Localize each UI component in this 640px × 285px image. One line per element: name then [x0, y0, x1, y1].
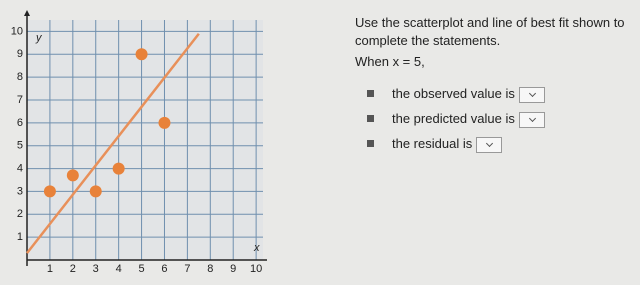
statement: the predicted value is [355, 106, 640, 131]
bullet [367, 115, 374, 122]
statements: the observed value is the predicted value… [355, 81, 640, 156]
x-tick-label: 4 [116, 263, 122, 275]
y-tick-label: 2 [17, 208, 23, 220]
statement-text: the observed value is [392, 86, 515, 101]
y-tick-label: 1 [17, 231, 23, 243]
data-point [43, 185, 56, 198]
x-tick-label: 6 [161, 263, 167, 275]
x-tick-label: 1 [47, 263, 53, 275]
answer-dropdown[interactable] [518, 86, 545, 103]
answer-dropdown[interactable] [518, 111, 545, 128]
x-tick-label: 9 [230, 263, 236, 275]
y-axis-arrow [24, 10, 30, 16]
condition: When x = 5, [355, 54, 425, 69]
y-tick-label: 3 [17, 185, 23, 197]
x-axis-label: x [253, 242, 260, 254]
x-tick-label: 5 [139, 263, 145, 275]
bullet [367, 90, 374, 97]
data-point [135, 48, 148, 61]
data-point [89, 185, 102, 198]
bullet [367, 140, 374, 147]
data-point [66, 169, 79, 182]
statement: the residual is [355, 131, 640, 156]
statement: the observed value is [355, 81, 640, 106]
x-tick-label: 2 [70, 263, 76, 275]
x-tick-label: 3 [93, 263, 99, 275]
x-tick-label: 8 [207, 263, 213, 275]
instruction: Use the scatterplot and line of best fit… [355, 15, 625, 48]
y-tick-label: 6 [17, 117, 23, 129]
y-tick-label: 4 [17, 162, 23, 174]
x-tick-label: 10 [250, 263, 262, 275]
data-point [112, 162, 125, 175]
data-point [158, 116, 171, 129]
x-tick-label: 7 [184, 263, 190, 275]
statement-text: the predicted value is [392, 111, 515, 126]
y-tick-label: 8 [17, 71, 23, 83]
y-tick-label: 10 [11, 25, 23, 37]
y-axis-label: y [35, 32, 43, 44]
plot-area [27, 20, 263, 260]
y-tick-label: 9 [17, 48, 23, 60]
statement-text: the residual is [392, 136, 473, 151]
y-tick-label: 5 [17, 140, 23, 152]
fit-line [26, 32, 200, 254]
y-tick-label: 7 [17, 94, 23, 106]
question-panel: Use the scatterplot and line of best fit… [355, 14, 640, 156]
chart: 1 2 3 4 5 6 7 8 9 10 1 2 3 4 5 6 7 8 9 10 y x [11, 10, 267, 275]
answer-dropdown[interactable] [476, 136, 503, 153]
